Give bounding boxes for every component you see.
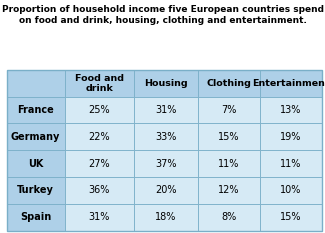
Bar (65, 150, 134, 177)
Bar (198, 97, 260, 123)
Bar (134, 177, 198, 204)
Text: 11%: 11% (218, 159, 240, 169)
Bar (134, 204, 198, 231)
Text: 31%: 31% (155, 105, 177, 115)
Text: 10%: 10% (280, 185, 302, 195)
Bar (65, 177, 134, 204)
Bar (6, 97, 65, 123)
Bar (198, 150, 260, 177)
Bar (260, 204, 322, 231)
Text: Turkey: Turkey (17, 185, 54, 195)
Text: 27%: 27% (89, 159, 110, 169)
Bar (6, 150, 65, 177)
Text: 36%: 36% (89, 185, 110, 195)
Text: 15%: 15% (218, 132, 240, 142)
Bar (260, 97, 322, 123)
Text: France: France (17, 105, 54, 115)
Text: Entertainment: Entertainment (252, 79, 325, 88)
Text: Clothing: Clothing (206, 79, 251, 88)
Text: 7%: 7% (221, 105, 237, 115)
Bar (6, 177, 65, 204)
Text: 18%: 18% (155, 212, 177, 222)
Text: Proportion of household income five European countries spend
on food and drink, : Proportion of household income five Euro… (2, 5, 323, 25)
Bar (198, 177, 260, 204)
Bar (65, 204, 134, 231)
Bar (6, 70, 322, 231)
Text: Spain: Spain (20, 212, 51, 222)
Bar (198, 204, 260, 231)
Bar (198, 70, 260, 97)
Bar (260, 177, 322, 204)
Text: 11%: 11% (280, 159, 302, 169)
Text: 37%: 37% (155, 159, 177, 169)
Bar (6, 123, 65, 150)
Bar (6, 204, 65, 231)
Bar (134, 123, 198, 150)
Text: 12%: 12% (218, 185, 240, 195)
Bar (260, 150, 322, 177)
Text: 8%: 8% (221, 212, 237, 222)
Text: 20%: 20% (155, 185, 177, 195)
Bar (134, 70, 198, 97)
Text: 22%: 22% (89, 132, 110, 142)
Bar (134, 150, 198, 177)
Text: 31%: 31% (89, 212, 110, 222)
Bar (6, 70, 65, 97)
Bar (260, 123, 322, 150)
Text: Germany: Germany (11, 132, 60, 142)
Bar (65, 70, 134, 97)
Text: 15%: 15% (280, 212, 302, 222)
Text: UK: UK (28, 159, 43, 169)
Text: Food and
drink: Food and drink (75, 74, 124, 93)
Text: Housing: Housing (144, 79, 188, 88)
Bar (134, 97, 198, 123)
Bar (260, 70, 322, 97)
Bar (198, 123, 260, 150)
Bar (65, 97, 134, 123)
Text: 13%: 13% (280, 105, 302, 115)
Text: 19%: 19% (280, 132, 302, 142)
Bar (65, 123, 134, 150)
Text: 33%: 33% (155, 132, 177, 142)
Text: 25%: 25% (89, 105, 110, 115)
